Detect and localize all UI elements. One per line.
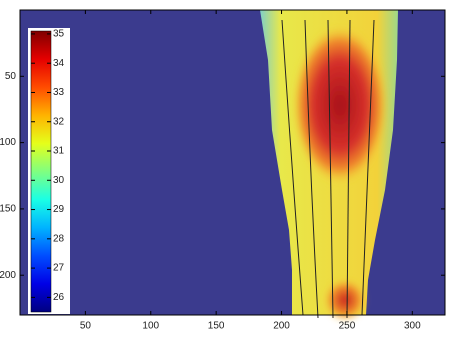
- x-tick-label: 300: [404, 321, 421, 332]
- x-tick-label: 50: [80, 321, 92, 332]
- colorbar-tick-label: 26: [53, 292, 65, 303]
- colorbar: [31, 31, 51, 312]
- page: {"chart_data": {"type": "heatmap", "xlim…: [0, 0, 459, 346]
- colorbar-tick-label: 35: [53, 29, 65, 40]
- y-tick-label: 50: [5, 71, 17, 82]
- y-tick-label: 200: [0, 270, 16, 281]
- colorbar-tick-label: 28: [53, 233, 65, 244]
- colorbar-tick-label: 29: [53, 204, 65, 215]
- colorbar-tick-label: 32: [53, 116, 65, 127]
- y-tick-label: 150: [0, 204, 16, 215]
- chart: 50 100 150 200 250 300 50 100 150 200 26 27 28 29 30 31…: [0, 0, 459, 346]
- x-tick-label: 150: [208, 321, 225, 332]
- colorbar-tick-label: 33: [53, 87, 65, 98]
- x-tick-label: 250: [339, 321, 356, 332]
- colorbar-tick-label: 30: [53, 175, 65, 186]
- colorbar-tick-label: 31: [53, 146, 65, 157]
- colorbar-tick-label: 34: [53, 58, 65, 69]
- y-tick-label: 100: [0, 137, 16, 148]
- x-tick-label: 200: [273, 321, 290, 332]
- colorbar-tick-label: 27: [53, 263, 65, 274]
- x-tick-label: 100: [142, 321, 159, 332]
